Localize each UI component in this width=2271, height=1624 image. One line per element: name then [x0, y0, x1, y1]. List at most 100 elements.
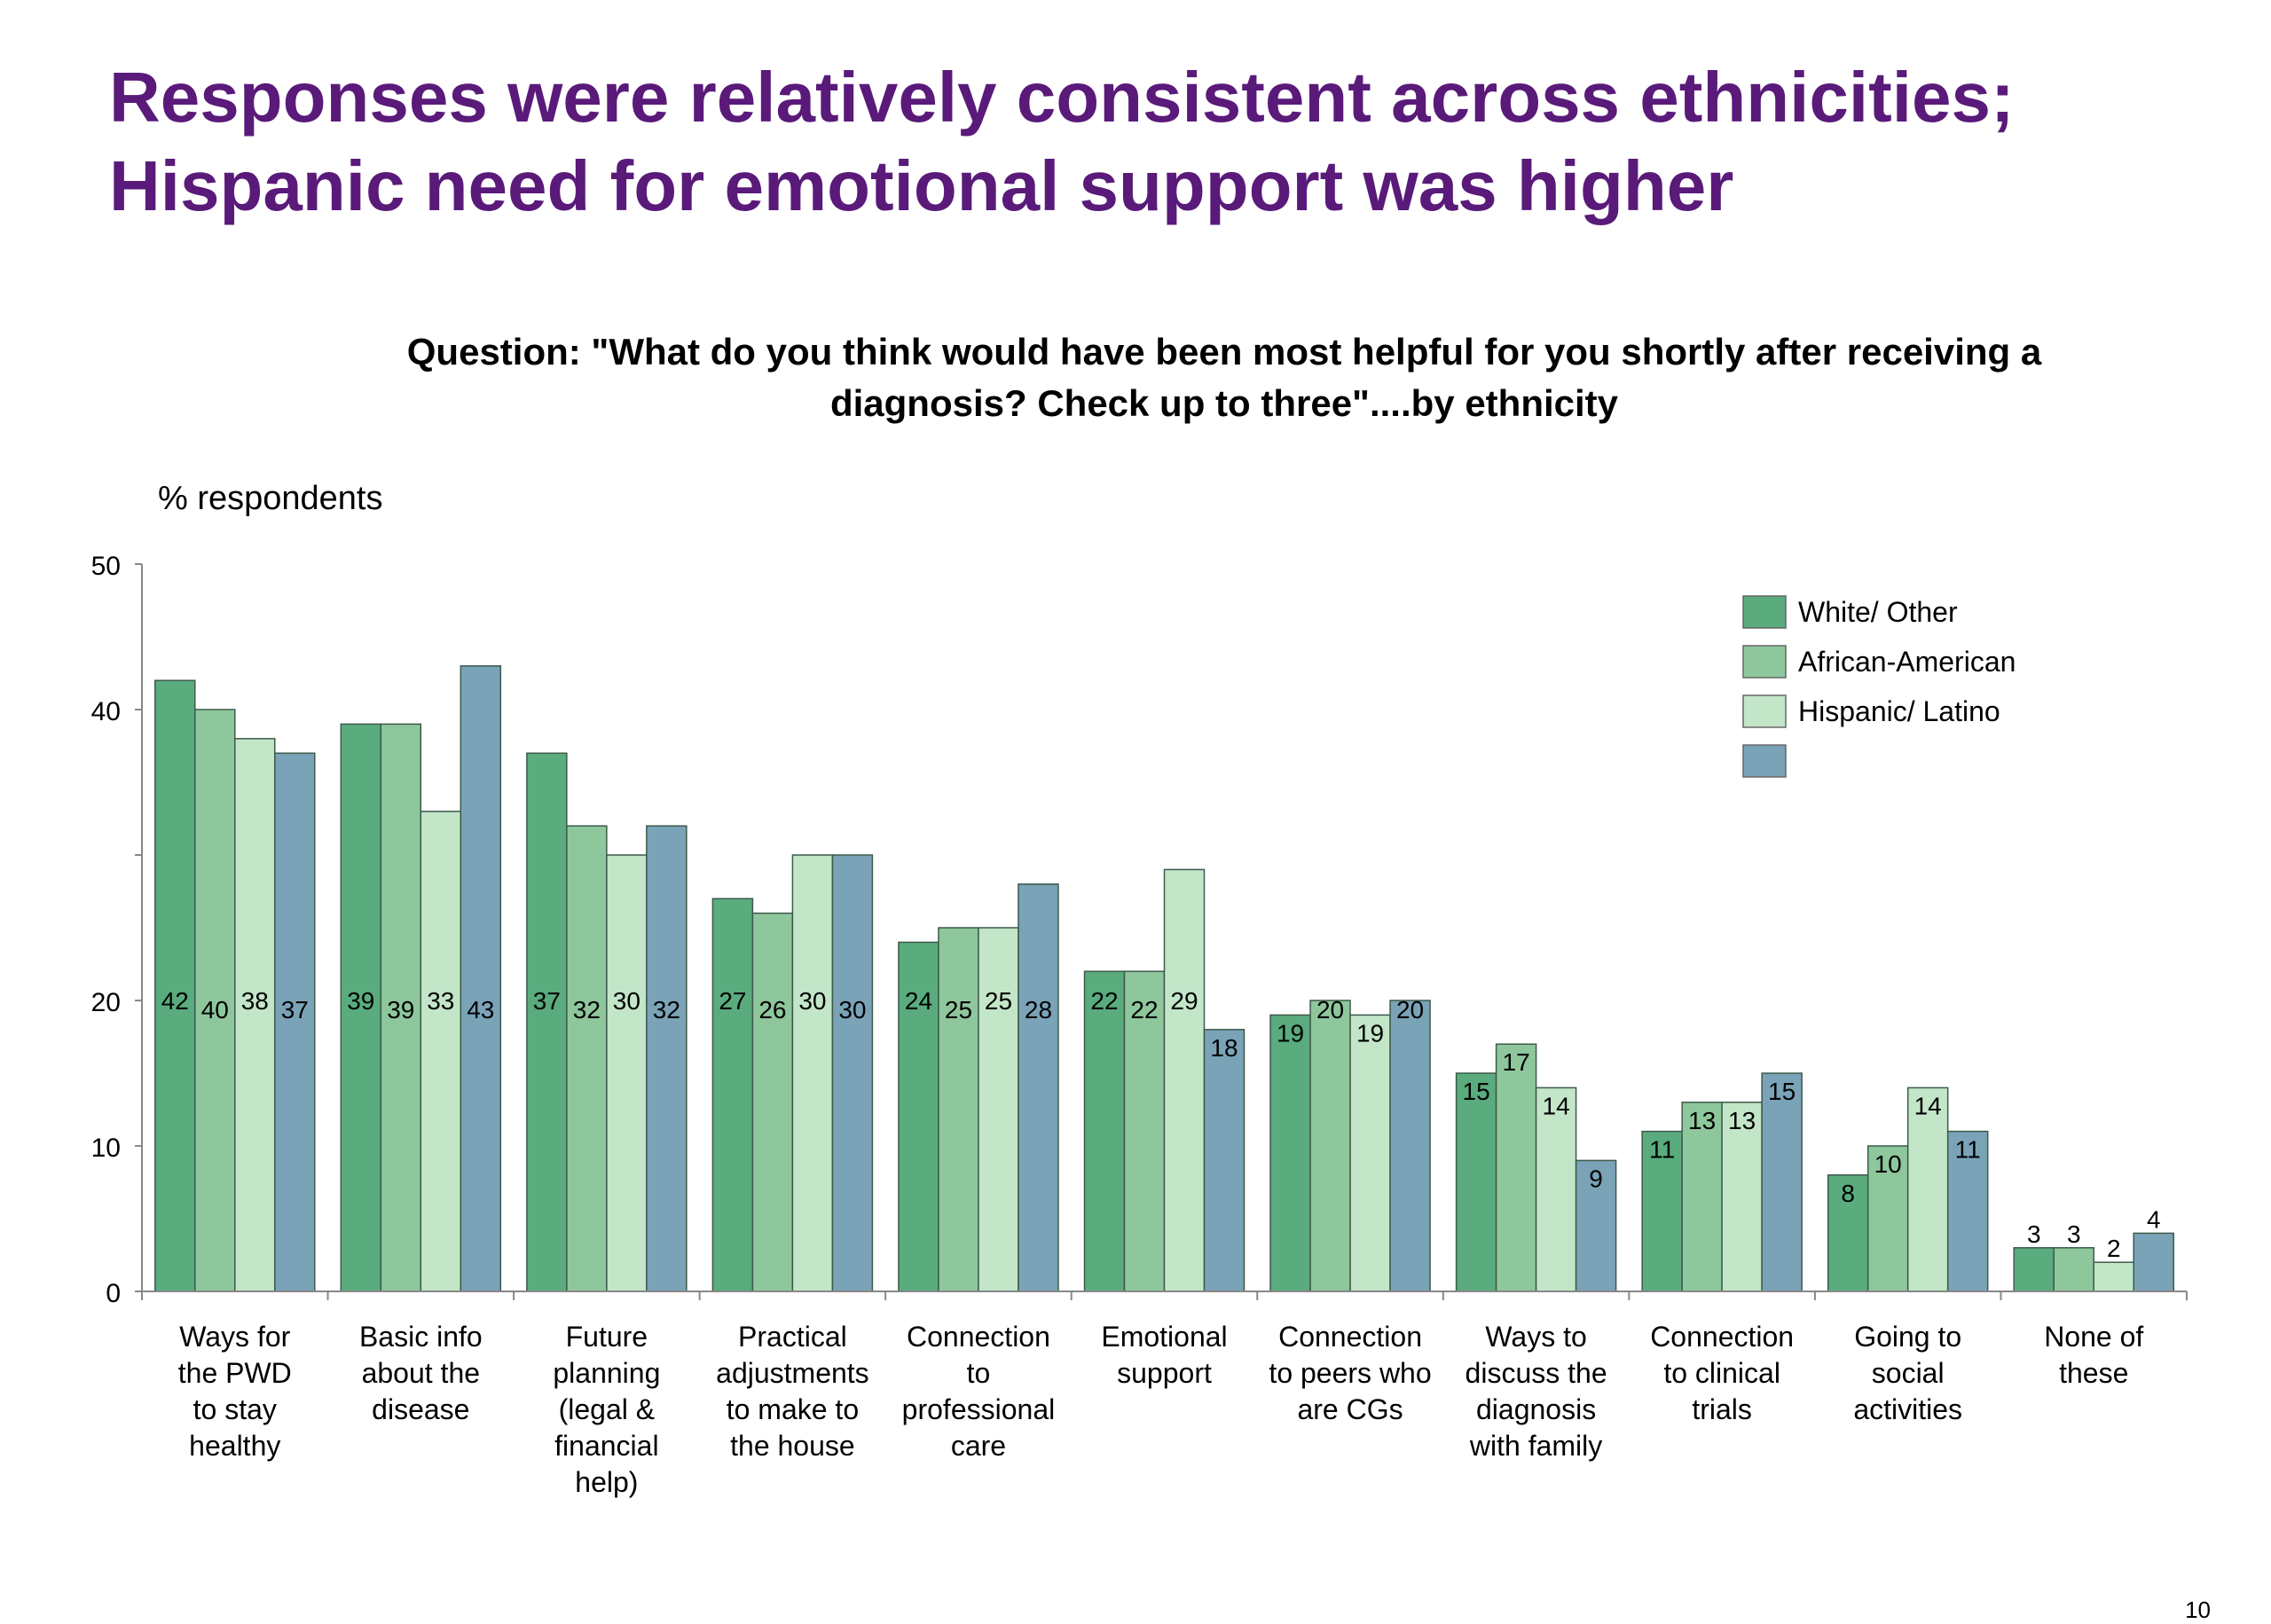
bar — [606, 854, 648, 1292]
bar — [1163, 868, 1206, 1292]
bar-value-label: 4 — [2147, 1205, 2161, 1233]
title-line-1: Responses were relatively consistent acr… — [109, 58, 2015, 137]
bar — [1269, 1014, 1311, 1292]
y-tick-label: 50 — [91, 552, 121, 581]
y-axis-label: % respondents — [158, 480, 383, 517]
category-label-line: Ways to — [1485, 1321, 1586, 1353]
bar — [340, 723, 382, 1292]
bar-value-label: 32 — [653, 996, 680, 1024]
category-label-line: activities — [1853, 1393, 1962, 1425]
bar-value-label: 33 — [427, 987, 454, 1015]
bar — [274, 752, 316, 1292]
bar — [1349, 1014, 1391, 1292]
bar-value-label: 27 — [719, 987, 746, 1015]
category-label-line: to — [967, 1357, 991, 1389]
bar-value-label: 43 — [467, 996, 494, 1024]
category-label-line: Emotional — [1101, 1321, 1227, 1353]
bar-value-label: 32 — [573, 996, 601, 1024]
bar-value-label: 25 — [945, 996, 972, 1024]
bar — [1827, 1174, 1869, 1292]
category-label-line: social — [1872, 1357, 1945, 1389]
bar-value-label: 10 — [1874, 1150, 1902, 1178]
bar — [526, 752, 568, 1292]
category-label: Practical adjustments to make to the house — [716, 1321, 869, 1462]
bar-value-label: 15 — [1463, 1078, 1490, 1105]
category-label: Emotional support — [1101, 1321, 1227, 1389]
bar-value-label: 11 — [1955, 1136, 1981, 1164]
category-label-line: planning — [553, 1357, 660, 1389]
bar-value-label: 20 — [1396, 996, 1424, 1024]
legend-swatch — [1742, 595, 1787, 629]
legend-swatch — [1742, 744, 1787, 778]
bar — [1203, 1029, 1246, 1292]
category-label-line: are CGs — [1297, 1393, 1403, 1425]
bar-value-label: 3 — [2067, 1220, 2081, 1248]
bar-value-label: 20 — [1316, 996, 1344, 1024]
category-label-line: support — [1117, 1357, 1212, 1389]
category-label: Ways to discuss the diagnosis with family — [1466, 1321, 1607, 1462]
bar-value-label: 19 — [1356, 1019, 1384, 1047]
bar-value-label: 18 — [1210, 1034, 1238, 1062]
legend-swatch — [1742, 645, 1787, 679]
bar-value-label: 14 — [1914, 1092, 1942, 1119]
category-label: Basic info about the disease — [359, 1321, 483, 1425]
bar-value-label: 13 — [1728, 1107, 1756, 1134]
legend-label: Hispanic/ Latino — [1798, 695, 2000, 727]
bar-chart: % respondents 42 40 38 37 39 39 33 43 37 32 30 32 27… — [91, 480, 2188, 1498]
bar-value-label: 13 — [1688, 1107, 1716, 1134]
y-tick-label: 10 — [91, 1134, 121, 1163]
category-label-line: diagnosis — [1476, 1393, 1596, 1425]
bar — [1681, 1102, 1723, 1292]
bar-value-label: 28 — [1025, 996, 1052, 1024]
category-label-line: Going to — [1854, 1321, 1961, 1353]
category-label-line: (legal & — [559, 1393, 656, 1425]
bar — [566, 825, 608, 1292]
bar — [1575, 1159, 1617, 1292]
question-text: Question: "What do you think would have … — [266, 326, 2182, 429]
bar — [1906, 1087, 1949, 1292]
bar — [234, 738, 276, 1292]
bar-value-label: 38 — [241, 987, 269, 1015]
bar — [2093, 1261, 2134, 1292]
question-line-2: diagnosis? Check up to three"....by ethn… — [829, 382, 1619, 424]
category-label-line: help) — [575, 1466, 638, 1498]
bar-value-label: 2 — [2107, 1235, 2121, 1262]
category-label-line: to clinical — [1663, 1357, 1780, 1389]
category-label-line: Connection — [1650, 1321, 1794, 1353]
category-label-line: Basic info — [359, 1321, 483, 1353]
category-label-line: adjustments — [716, 1357, 869, 1389]
bar — [1761, 1072, 1803, 1292]
category-label: Connection to professional care — [902, 1321, 1056, 1462]
category-label-line: professional — [902, 1393, 1056, 1425]
bar — [420, 811, 462, 1292]
category-label-line: healthy — [189, 1430, 280, 1462]
category-label-line: Ways for — [179, 1321, 290, 1353]
bar-value-label: 37 — [281, 996, 309, 1024]
bar — [1123, 970, 1166, 1292]
category-label: Connection to clinical trials — [1650, 1321, 1794, 1425]
category-label-line: Connection — [1278, 1321, 1422, 1353]
category-label: Connection to peers who are CGs — [1269, 1321, 1431, 1425]
bar-value-label: 30 — [838, 996, 866, 1024]
bar-value-label: 39 — [347, 987, 374, 1015]
category-label: Ways for the PWD to stay healthy — [178, 1321, 292, 1462]
bar — [154, 679, 196, 1292]
bar — [831, 854, 874, 1292]
category-label-line: to make to — [727, 1393, 859, 1425]
bar-value-label: 19 — [1277, 1019, 1304, 1047]
page-number: 10 — [2185, 1597, 2211, 1623]
legend-label: White/ Other — [1798, 596, 1958, 628]
category-label-line: to peers who — [1269, 1357, 1431, 1389]
y-tick-label: 0 — [106, 1279, 121, 1308]
category-label-line: care — [951, 1430, 1006, 1462]
bar-value-label: 22 — [1090, 987, 1118, 1015]
bar — [194, 709, 236, 1292]
y-tick-label: 40 — [91, 697, 121, 726]
bar — [1455, 1072, 1497, 1292]
bar — [1309, 1000, 1351, 1292]
category-label-line: discuss the — [1466, 1357, 1607, 1389]
bar — [1083, 970, 1126, 1292]
bar-value-label: 30 — [613, 987, 640, 1015]
bar — [646, 825, 688, 1292]
category-label: Future planning (legal & financial help) — [553, 1321, 660, 1498]
